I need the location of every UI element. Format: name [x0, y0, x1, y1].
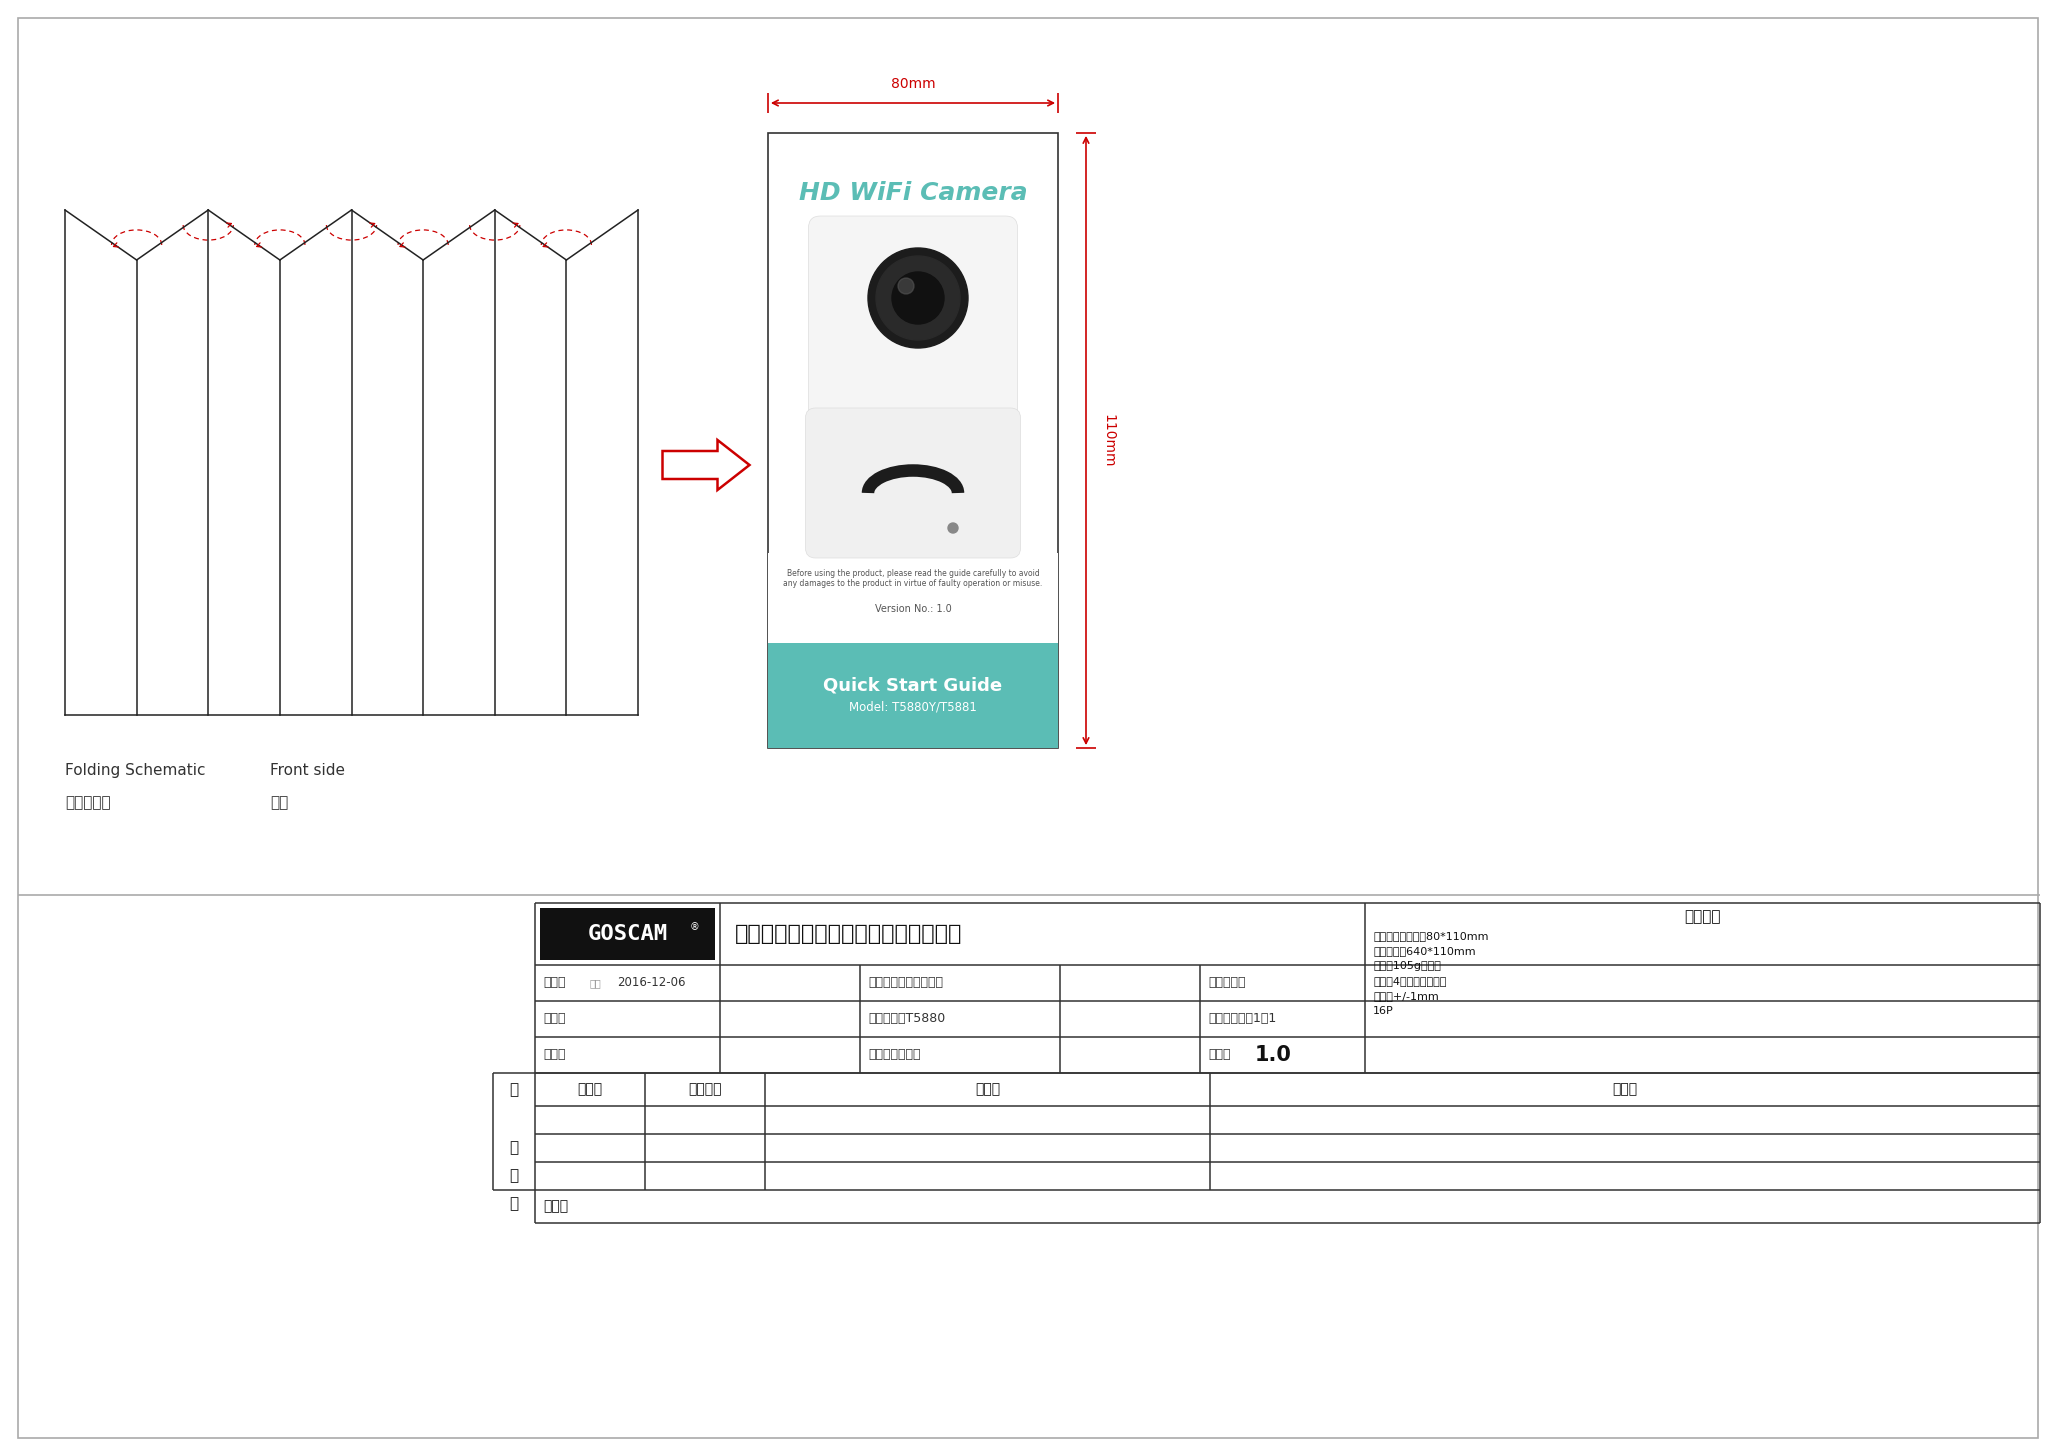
- Text: 变更时间: 变更时间: [687, 1082, 722, 1096]
- Text: Folding Schematic: Folding Schematic: [66, 763, 206, 778]
- Text: 变更前: 变更前: [975, 1082, 1000, 1096]
- FancyBboxPatch shape: [805, 408, 1021, 558]
- Text: 80mm: 80mm: [891, 77, 934, 90]
- Text: 1.0: 1.0: [1255, 1045, 1292, 1064]
- Text: Model: T5880Y/T5881: Model: T5880Y/T5881: [850, 700, 978, 713]
- Circle shape: [877, 256, 959, 341]
- Text: 110mm: 110mm: [1101, 414, 1115, 467]
- Text: GOSCAM: GOSCAM: [587, 925, 667, 943]
- Text: 2016-12-06: 2016-12-06: [617, 977, 685, 990]
- Text: 公差：+/-1mm: 公差：+/-1mm: [1373, 992, 1439, 1002]
- Text: 变: 变: [510, 1082, 519, 1096]
- Text: 深圳市高斯贝尔家居智能电子有限公司: 深圳市高斯贝尔家居智能电子有限公司: [735, 925, 963, 943]
- Text: 一初: 一初: [591, 978, 601, 989]
- Text: 客户名称：中性: 客户名称：中性: [868, 1048, 920, 1061]
- Text: Version No.: 1.0: Version No.: 1.0: [875, 604, 951, 614]
- Bar: [539, 909, 714, 960]
- Text: 零件名称：英文说明书: 零件名称：英文说明书: [868, 977, 943, 990]
- Circle shape: [868, 248, 967, 348]
- Text: ®: ®: [689, 922, 700, 932]
- Text: 物料编号：: 物料编号：: [1208, 977, 1245, 990]
- Text: 更: 更: [510, 1140, 519, 1156]
- FancyBboxPatch shape: [809, 215, 1017, 419]
- Bar: [768, 644, 1058, 748]
- Circle shape: [897, 278, 914, 294]
- Bar: [768, 132, 1058, 748]
- Text: 版本：: 版本：: [1208, 1048, 1231, 1061]
- Text: 16P: 16P: [1373, 1006, 1393, 1016]
- Text: 批准：: 批准：: [543, 1048, 566, 1061]
- Text: HD WiFi Camera: HD WiFi Camera: [799, 181, 1027, 205]
- Text: 折叠示意图: 折叠示意图: [66, 795, 111, 810]
- Text: 折叠后成品尺寸：80*110mm: 折叠后成品尺寸：80*110mm: [1373, 930, 1488, 941]
- Circle shape: [891, 272, 945, 325]
- Bar: [768, 553, 1058, 644]
- Text: 颜色：4色正反两面印刷: 颜色：4色正反两面印刷: [1373, 976, 1447, 986]
- Text: 历: 历: [510, 1197, 519, 1211]
- Text: Before using the product, please read the guide carefully to avoid
any damages t: Before using the product, please read th…: [784, 568, 1043, 588]
- Text: 变更后: 变更后: [1611, 1082, 1638, 1096]
- Text: 材质：105g铜版纸: 材质：105g铜版纸: [1373, 961, 1441, 971]
- Text: 审核：: 审核：: [543, 1012, 566, 1025]
- Text: 说明：: 说明：: [543, 1200, 568, 1213]
- Circle shape: [949, 523, 959, 533]
- Text: 履: 履: [510, 1169, 519, 1184]
- Text: Front side: Front side: [270, 763, 346, 778]
- Text: 机种名称：T5880: 机种名称：T5880: [868, 1012, 945, 1025]
- Text: 技术要求: 技术要求: [1683, 910, 1720, 925]
- Text: 绘图：: 绘图：: [543, 977, 566, 990]
- Text: Quick Start Guide: Quick Start Guide: [823, 677, 1002, 695]
- Text: 正面: 正面: [270, 795, 288, 810]
- Text: 展开尺廸：640*110mm: 展开尺廸：640*110mm: [1373, 946, 1476, 957]
- Text: 新版本: 新版本: [578, 1082, 603, 1096]
- Text: 比例：电子樜1：1: 比例：电子樜1：1: [1208, 1012, 1276, 1025]
